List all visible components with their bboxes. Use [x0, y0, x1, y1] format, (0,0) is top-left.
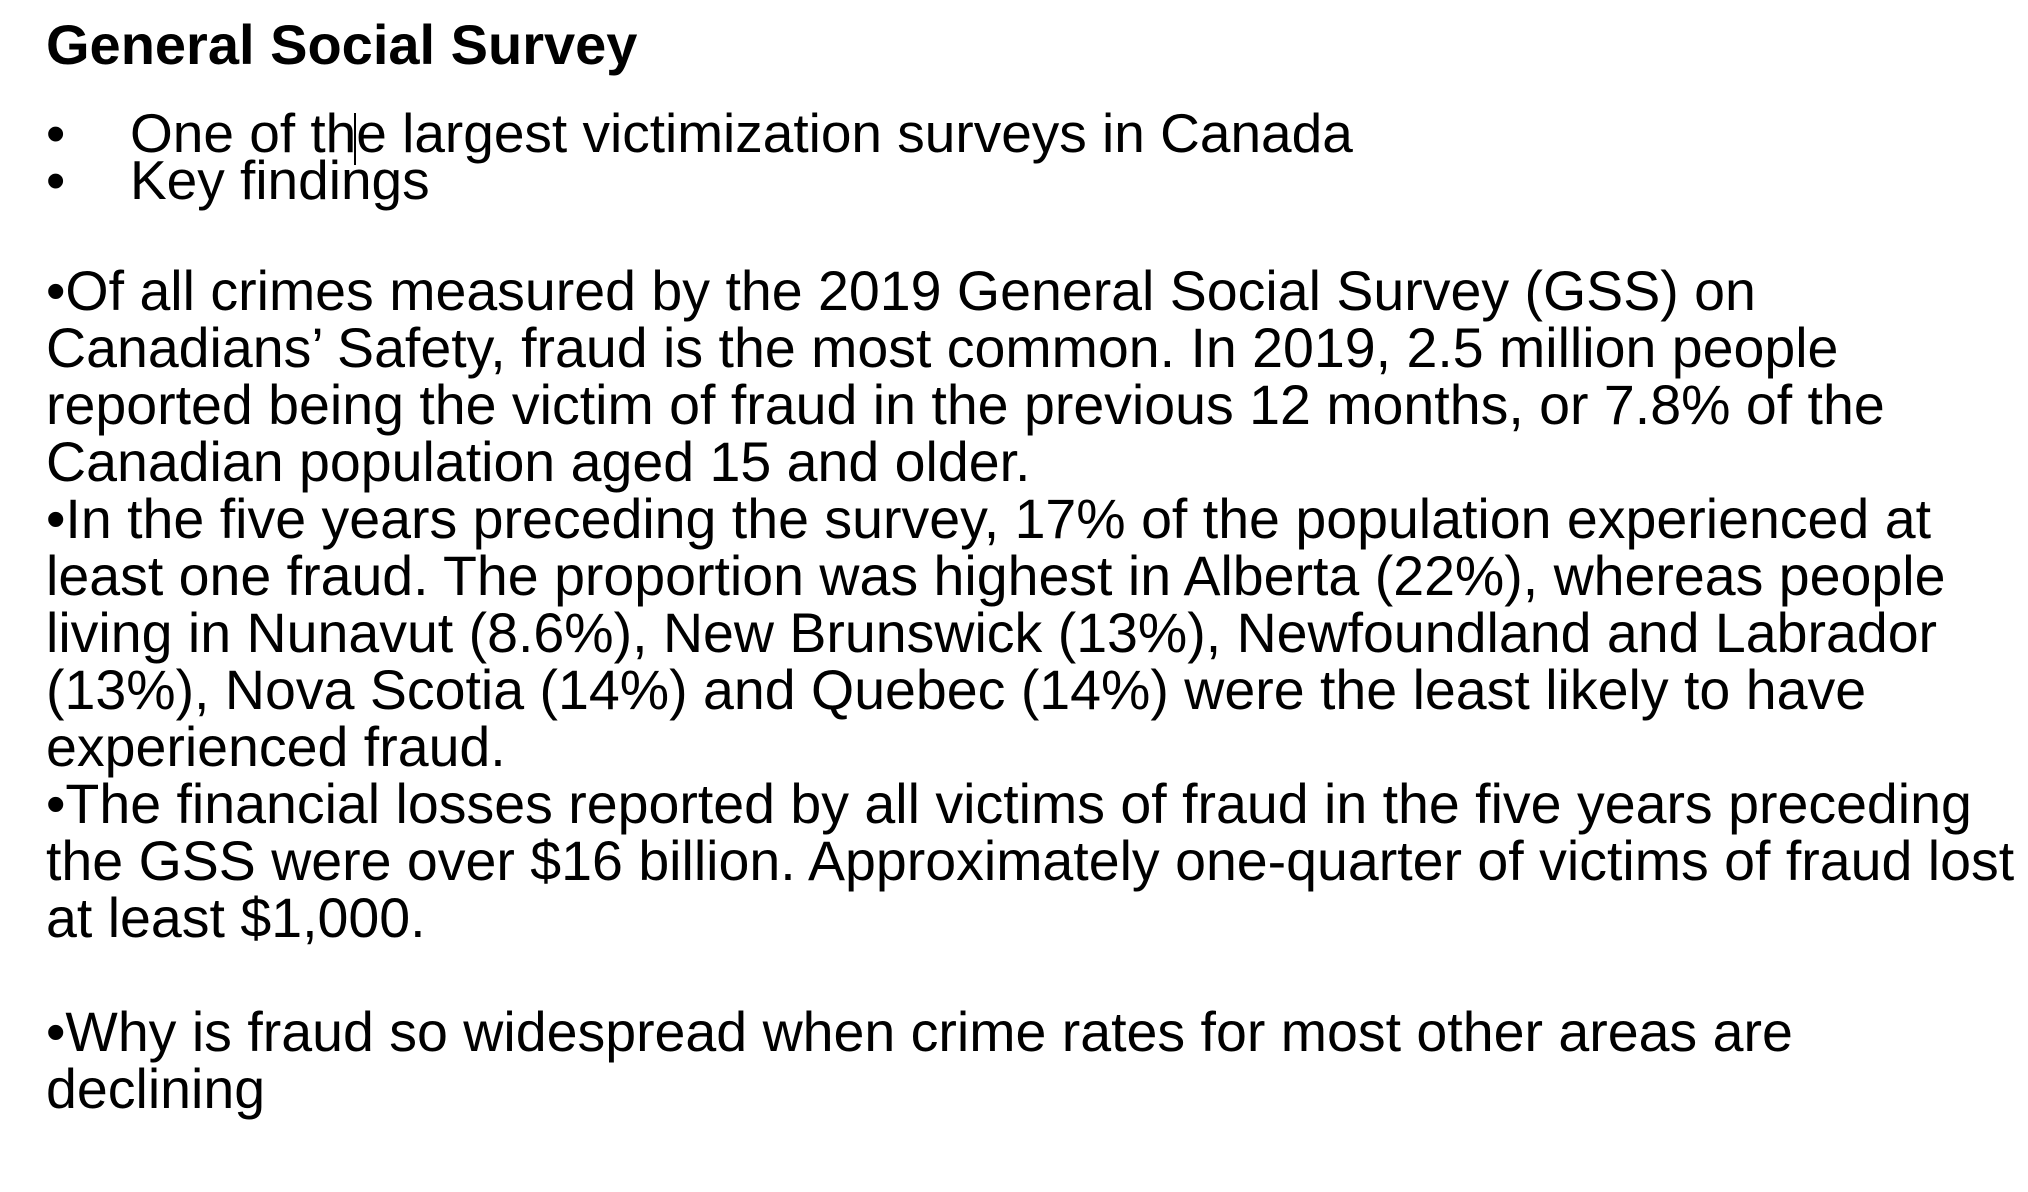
finding-paragraph: •Of all crimes measured by the 2019 Gene… [46, 260, 1885, 493]
finding-paragraph: •In the five years preceding the survey,… [46, 488, 1946, 778]
document-title: General Social Survey [46, 13, 638, 76]
finding-paragraph: •The financial losses reported by all vi… [46, 773, 2015, 949]
bullet-marker: • [46, 102, 66, 164]
question-paragraph: •Why is fraud so widespread when crime r… [46, 1001, 1793, 1120]
text-cursor [354, 113, 356, 165]
bullet-marker: • [46, 149, 66, 211]
bullet-text: One of the largest victimization surveys… [130, 102, 1353, 164]
bullet-text: Key findings [130, 149, 430, 211]
findings-body: •Of all crimes measured by the 2019 Gene… [46, 263, 2021, 1118]
